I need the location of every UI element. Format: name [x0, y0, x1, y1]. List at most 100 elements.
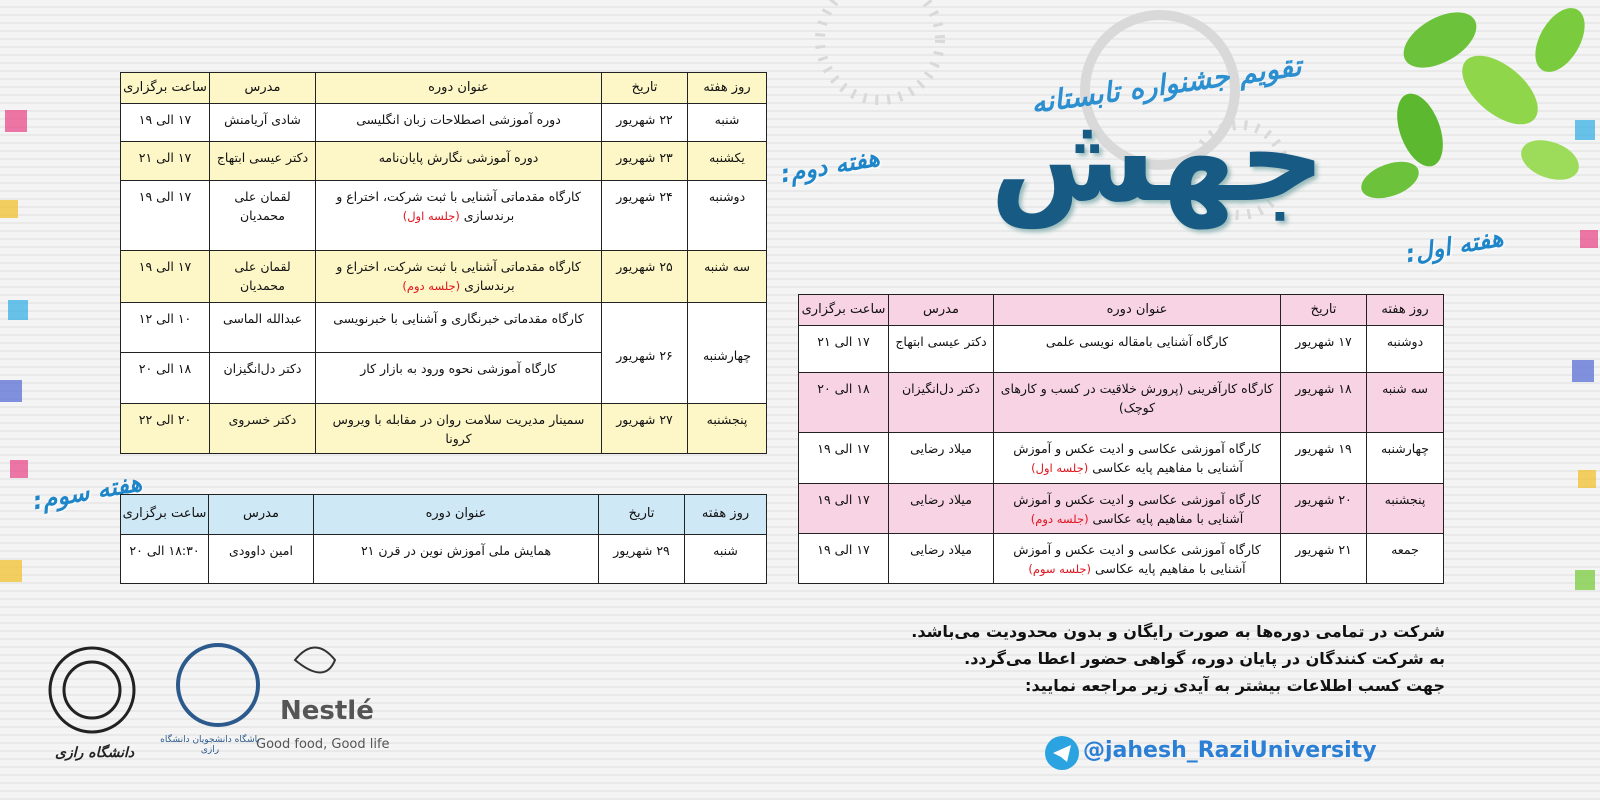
- column-header: مدرس: [208, 494, 314, 535]
- telegram-plane: [1053, 745, 1071, 762]
- schedule-table: روز هفته تاریخ عنوان دوره مدرس ساعت برگزاری د…: [798, 294, 1444, 584]
- teacher-cell: دکتر دل‌انگیزان: [888, 372, 994, 433]
- course-cell: کارگاه مقدماتی آشنایی با ثبت شرکت، اخترا…: [315, 250, 602, 303]
- column-header: ساعت برگزاری: [120, 72, 210, 104]
- column-header: ساعت برگزاری: [120, 494, 209, 535]
- time-cell: ۱۷ الی ۱۹: [798, 533, 889, 584]
- column-header: روز هفته: [684, 494, 767, 535]
- header-row: روز هفته تاریخ عنوان دوره مدرس ساعت برگزاری: [120, 72, 767, 104]
- teacher-cell: دکتر خسروی: [209, 403, 316, 454]
- date-cell: ۲۰ شهریور: [1280, 483, 1367, 534]
- poster-logo-text: جهش: [990, 90, 1326, 229]
- time-cell: ۱۷ الی ۱۹: [798, 483, 889, 534]
- schedule-row: شنبه ۲۲ شهریور دوره آموزشی اصطلاحات زبان ا…: [120, 103, 767, 142]
- course-title: کارگاه مقدماتی آشنایی با ثبت شرکت، اخترا…: [336, 259, 581, 294]
- date-cell: ۲۷ شهریور: [601, 403, 688, 454]
- telegram-handle[interactable]: @jahesh_RaziUniversity: [1083, 738, 1377, 763]
- date-cell: ۲۶ شهریور: [601, 302, 688, 404]
- day-cell: پنجشنبه: [687, 403, 767, 454]
- course-cell: دوره آموزشی اصطلاحات زبان انگلیسی: [315, 103, 602, 142]
- course-title: کارگاه آشنایی بامقاله نویسی علمی: [1045, 334, 1229, 349]
- note-line: جهت کسب اطلاعات بیشتر به آیدی زیر مراجعه…: [1025, 676, 1445, 695]
- time-cell: ۱۸:۳۰ الی ۲۰: [120, 534, 209, 584]
- teacher-cell: لقمان علی محمدیان: [209, 180, 316, 251]
- edge-squares: [0, 110, 1598, 590]
- course-title: کارگاه آموزشی عکاسی و ادیت عکس و آموزش آ…: [1013, 441, 1261, 476]
- schedule-row: سه شنبه ۲۵ شهریور کارگاه مقدماتی آشنایی با…: [120, 250, 767, 303]
- column-header: روز هفته: [687, 72, 767, 104]
- course-cell: کارگاه مقدماتی آشنایی با ثبت شرکت، اخترا…: [315, 180, 602, 251]
- teacher-cell: امین داوودی: [208, 534, 314, 584]
- column-header: عنوان دوره: [315, 72, 602, 104]
- schedule-row: سه شنبه ۱۸ شهریور کارگاه کارآفرینی (پرورش …: [798, 372, 1444, 433]
- course-cell: دوره آموزشی نگارش پایان‌نامه: [315, 141, 602, 181]
- session-note: (جلسه دوم): [1030, 512, 1089, 527]
- course-title: همایش ملی آموزش نوین در قرن ۲۱: [360, 543, 552, 558]
- header-row: روز هفته تاریخ عنوان دوره مدرس ساعت برگزاری: [120, 494, 767, 535]
- time-cell: ۱۷ الی ۲۱: [120, 141, 210, 181]
- course-cell: کارگاه آموزشی عکاسی و ادیت عکس و آموزش آ…: [993, 533, 1281, 584]
- column-header: روز هفته: [1366, 294, 1444, 326]
- date-cell: ۲۲ شهریور: [601, 103, 688, 142]
- course-cell: کارگاه آموزشی عکاسی و ادیت عکس و آموزش آ…: [993, 483, 1281, 534]
- course-title: کارگاه آموزشی نحوه ورود به بازار کار: [360, 361, 557, 376]
- date-cell: ۲۳ شهریور: [601, 141, 688, 181]
- date-cell: ۱۷ شهریور: [1280, 325, 1367, 373]
- column-header: عنوان دوره: [313, 494, 599, 535]
- schedule-row: پنجشنبه ۲۰ شهریور کارگاه آموزشی عکاسی و اد…: [798, 483, 1444, 534]
- teacher-cell: دکتر عیسی ابتهاج: [888, 325, 994, 373]
- session-note: (جلسه سوم): [1028, 562, 1092, 577]
- teacher-cell: میلاد رضایی: [888, 483, 994, 534]
- day-cell: چهارشنبه: [687, 302, 767, 404]
- time-cell: ۱۰ الی ۱۲: [120, 302, 210, 353]
- column-header: تاریخ: [601, 72, 688, 104]
- time-cell: ۱۸ الی ۲۰: [798, 372, 889, 433]
- club-logo: [176, 643, 260, 727]
- session-note: (جلسه اول): [402, 209, 460, 224]
- header-row: روز هفته تاریخ عنوان دوره مدرس ساعت برگزاری: [798, 294, 1444, 326]
- schedule-row: دوشنبه ۱۷ شهریور کارگاه آشنایی بامقاله نوی…: [798, 325, 1444, 373]
- course-cell: کارگاه آموزشی نحوه ورود به بازار کار: [315, 352, 602, 404]
- time-cell: ۱۷ الی ۱۹: [120, 180, 210, 251]
- schedule-row: کارگاه آموزشی نحوه ورود به بازار کار دکتر…: [120, 352, 767, 404]
- day-cell: پنجشنبه: [1366, 483, 1444, 534]
- schedule-row: یکشنبه ۲۳ شهریور دوره آموزشی نگارش پایان‌ن…: [120, 141, 767, 181]
- teacher-cell: دکتر عیسی ابتهاج: [209, 141, 316, 181]
- course-title: کارگاه کارآفرینی (پرورش خلاقیت در کسب و …: [1000, 381, 1274, 416]
- sponsor-name: Nestlé: [280, 696, 374, 726]
- day-cell: دوشنبه: [687, 180, 767, 251]
- schedule-row: چهارشنبه ۱۹ شهریور کارگاه آموزشی عکاسی و ا…: [798, 432, 1444, 484]
- note-line: به شرکت کنندگان در پایان دوره، گواهی حضو…: [964, 649, 1445, 668]
- time-cell: ۲۰ الی ۲۲: [120, 403, 210, 454]
- session-note: (جلسه دوم): [402, 279, 461, 294]
- day-cell: سه شنبه: [1366, 372, 1444, 433]
- notes: شرکت در تمامی دوره‌ها به صورت رایگان و ب…: [911, 618, 1445, 699]
- date-cell: ۲۱ شهریور: [1280, 533, 1367, 584]
- date-cell: ۱۸ شهریور: [1280, 372, 1367, 433]
- column-header: مدرس: [209, 72, 316, 104]
- date-cell: ۱۹ شهریور: [1280, 432, 1367, 484]
- schedule-table: روز هفته تاریخ عنوان دوره مدرس ساعت برگزاری ش…: [120, 494, 767, 584]
- session-note: (جلسه اول): [1031, 461, 1089, 476]
- time-cell: ۱۷ الی ۲۱: [798, 325, 889, 373]
- teacher-cell: میلاد رضایی: [888, 432, 994, 484]
- course-cell: کارگاه آموزشی عکاسی و ادیت عکس و آموزش آ…: [993, 432, 1281, 484]
- column-header: تاریخ: [598, 494, 685, 535]
- date-cell: ۲۹ شهریور: [598, 534, 685, 584]
- schedule-row: چهارشنبه ۲۶ شهریور کارگاه مقدماتی خبرنگاری…: [120, 302, 767, 404]
- teacher-cell: لقمان علی محمدیان: [209, 250, 316, 303]
- date-cell: ۲۴ شهریور: [601, 180, 688, 251]
- nestle-logo: [293, 646, 337, 674]
- schedule-row: شنبه ۲۹ شهریور همایش ملی آموزش نوین در قرن…: [120, 534, 767, 584]
- course-cell: سمینار مدیریت سلامت روان در مقابله با وی…: [315, 403, 602, 454]
- column-header: عنوان دوره: [993, 294, 1281, 326]
- schedule-table: روز هفته تاریخ عنوان دوره مدرس ساعت برگزاری ش…: [120, 72, 767, 454]
- day-cell: یکشنبه: [687, 141, 767, 181]
- schedule-row: دوشنبه ۲۴ شهریور کارگاه مقدماتی آشنایی با …: [120, 180, 767, 251]
- schedule-row: پنجشنبه ۲۷ شهریور سمینار مدیریت سلامت روان…: [120, 403, 767, 454]
- day-cell: شنبه: [684, 534, 767, 584]
- sponsor-slogan: Good food, Good life: [256, 737, 390, 752]
- leaves: [1361, 8, 1585, 199]
